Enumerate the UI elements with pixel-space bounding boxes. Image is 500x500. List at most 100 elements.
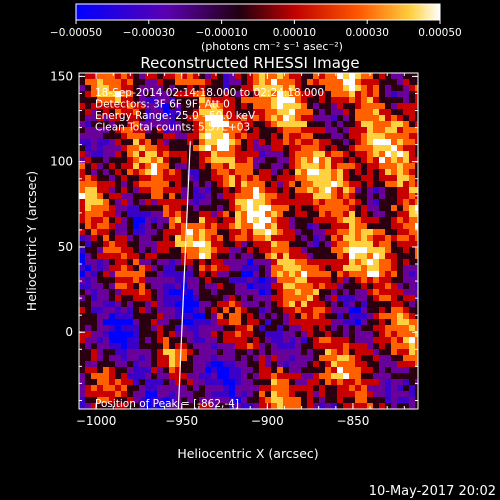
heatmap-cell xyxy=(157,163,163,169)
heatmap-cell xyxy=(415,79,418,85)
heatmap-cell xyxy=(409,211,415,217)
heatmap-cell xyxy=(289,199,295,205)
heatmap-cell xyxy=(385,265,391,271)
heatmap-cell xyxy=(289,253,295,259)
heatmap-cell xyxy=(187,217,193,223)
heatmap-cell xyxy=(121,187,127,193)
heatmap-cell xyxy=(403,121,409,127)
heatmap-cell xyxy=(223,253,229,259)
heatmap-cell xyxy=(145,103,151,109)
heatmap-cell xyxy=(313,163,319,169)
heatmap-cell xyxy=(349,325,355,331)
heatmap-cell xyxy=(193,349,199,355)
heatmap-cell xyxy=(199,91,205,97)
heatmap-cell xyxy=(319,337,325,343)
heatmap-cell xyxy=(193,253,199,259)
heatmap-cell xyxy=(247,343,253,349)
heatmap-cell xyxy=(223,103,229,109)
heatmap-cell xyxy=(241,247,247,253)
heatmap-cell xyxy=(145,91,151,97)
heatmap-cell xyxy=(79,199,85,205)
heatmap-cell xyxy=(409,139,415,145)
heatmap-cell xyxy=(295,313,301,319)
heatmap-cell xyxy=(133,247,139,253)
heatmap-cell xyxy=(379,343,385,349)
heatmap-cell xyxy=(403,253,409,259)
heatmap-cell xyxy=(265,157,271,163)
heatmap-cell xyxy=(115,91,121,97)
heatmap-cell xyxy=(391,169,397,175)
heatmap-cell xyxy=(133,337,139,343)
heatmap-cell xyxy=(109,229,115,235)
heatmap-cell xyxy=(277,271,283,277)
heatmap-cell xyxy=(85,313,91,319)
heatmap-cell xyxy=(349,247,355,253)
heatmap-cell xyxy=(271,103,277,109)
heatmap-cell xyxy=(133,115,139,121)
heatmap-cell xyxy=(235,361,241,367)
heatmap-cell xyxy=(313,121,319,127)
heatmap-cell xyxy=(169,175,175,181)
heatmap-cell xyxy=(169,391,175,397)
heatmap-cell xyxy=(373,337,379,343)
heatmap-cell xyxy=(187,91,193,97)
heatmap-cell xyxy=(121,349,127,355)
heatmap-cell xyxy=(253,157,259,163)
heatmap-cell xyxy=(103,199,109,205)
heatmap-cell xyxy=(193,397,199,403)
heatmap-cell xyxy=(79,169,85,175)
heatmap-cell xyxy=(85,403,91,409)
heatmap-cell xyxy=(283,349,289,355)
heatmap-cell xyxy=(79,385,85,391)
heatmap-cell xyxy=(313,391,319,397)
heatmap-cell xyxy=(169,343,175,349)
heatmap-cell xyxy=(181,325,187,331)
heatmap-cell xyxy=(355,91,361,97)
heatmap-cell xyxy=(187,199,193,205)
heatmap-cell xyxy=(259,253,265,259)
info-line: 18-Sep-2014 02:14:18.000 to 02:24:18.000 xyxy=(95,87,324,99)
heatmap-cell xyxy=(391,103,397,109)
heatmap-cell xyxy=(211,355,217,361)
heatmap-cell xyxy=(139,295,145,301)
heatmap-cell xyxy=(121,235,127,241)
heatmap-cell xyxy=(85,301,91,307)
heatmap-cell xyxy=(373,211,379,217)
heatmap-cell xyxy=(379,217,385,223)
heatmap-cell xyxy=(391,205,397,211)
heatmap-cell xyxy=(241,397,247,403)
heatmap-cell xyxy=(343,109,349,115)
heatmap-cell xyxy=(415,325,418,331)
heatmap-cell xyxy=(103,175,109,181)
heatmap-cell xyxy=(289,373,295,379)
heatmap-cell xyxy=(109,169,115,175)
heatmap-cell xyxy=(307,265,313,271)
heatmap-cell xyxy=(385,229,391,235)
heatmap-cell xyxy=(289,265,295,271)
heatmap-cell xyxy=(127,199,133,205)
heatmap-cell xyxy=(307,151,313,157)
heatmap-cell xyxy=(379,301,385,307)
heatmap-cell xyxy=(151,325,157,331)
heatmap-cell xyxy=(247,265,253,271)
heatmap-cell xyxy=(187,85,193,91)
heatmap-cell xyxy=(199,211,205,217)
heatmap-cell xyxy=(289,163,295,169)
heatmap-cell xyxy=(283,259,289,265)
heatmap-cell xyxy=(259,295,265,301)
heatmap-cell xyxy=(379,313,385,319)
heatmap-cell xyxy=(211,199,217,205)
heatmap-cell xyxy=(217,235,223,241)
heatmap-cell xyxy=(409,253,415,259)
heatmap-cell xyxy=(397,349,403,355)
heatmap-cell xyxy=(409,175,415,181)
heatmap-cell xyxy=(217,73,223,79)
heatmap-cell xyxy=(367,91,373,97)
heatmap-cell xyxy=(343,343,349,349)
heatmap-cell xyxy=(373,199,379,205)
heatmap-cell xyxy=(295,301,301,307)
heatmap-cell xyxy=(337,289,343,295)
heatmap-cell xyxy=(115,277,121,283)
heatmap-cell xyxy=(319,91,325,97)
heatmap-cell xyxy=(211,289,217,295)
